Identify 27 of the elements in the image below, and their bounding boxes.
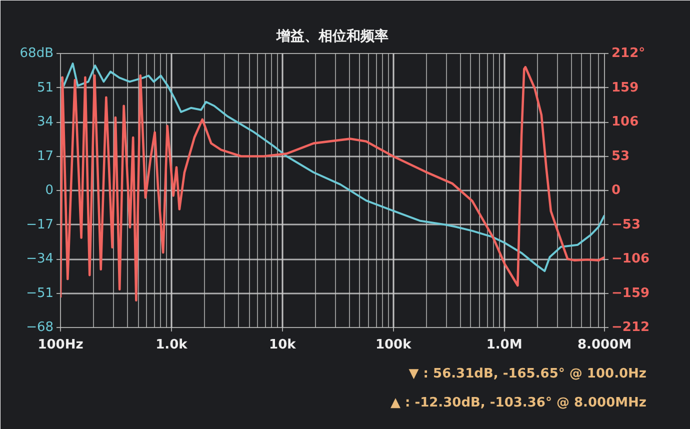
y2-tick-label: 212° [612, 46, 646, 61]
y-tick-label: −34 [26, 252, 54, 266]
y2-tick-label: 106 [612, 114, 639, 130]
y-tick-label: −17 [26, 217, 54, 232]
y2-tick-label: −53 [612, 217, 640, 232]
x-tick-label: 100k [375, 338, 412, 352]
chart-title: 增益、相位和频率 [276, 28, 388, 44]
y2-tick-label: 159 [612, 80, 639, 96]
y-tick-label: 34 [36, 114, 54, 130]
y-tick-label: 51 [36, 80, 54, 96]
y2-tick-label: −159 [612, 286, 650, 301]
text: ▲ : -12.30dB, -103.36° @ 8.000MHz [390, 396, 647, 410]
x-tick-label: 10k [269, 338, 296, 352]
x-tick-label: 100Hz [38, 338, 84, 352]
y-tick-label: 0 [45, 183, 54, 198]
y-tick-label: 17 [36, 148, 54, 164]
y2-tick-label: 0 [612, 183, 621, 198]
x-tick-label: 1.0k [156, 338, 188, 352]
y2-tick-label: −106 [612, 252, 650, 266]
y-tick-label: −51 [26, 286, 54, 301]
y-tick-label: −68 [26, 320, 54, 335]
y-tick-label: 68dB [20, 46, 54, 61]
y2-tick-label: −212 [612, 320, 650, 335]
x-tick-label: 1.0M [486, 338, 522, 352]
y2-tick-label: 53 [612, 148, 630, 164]
x-tick-label: 8.000M [577, 338, 632, 352]
text: ▼ : 56.31dB, -165.65° @ 100.0Hz [408, 366, 647, 382]
